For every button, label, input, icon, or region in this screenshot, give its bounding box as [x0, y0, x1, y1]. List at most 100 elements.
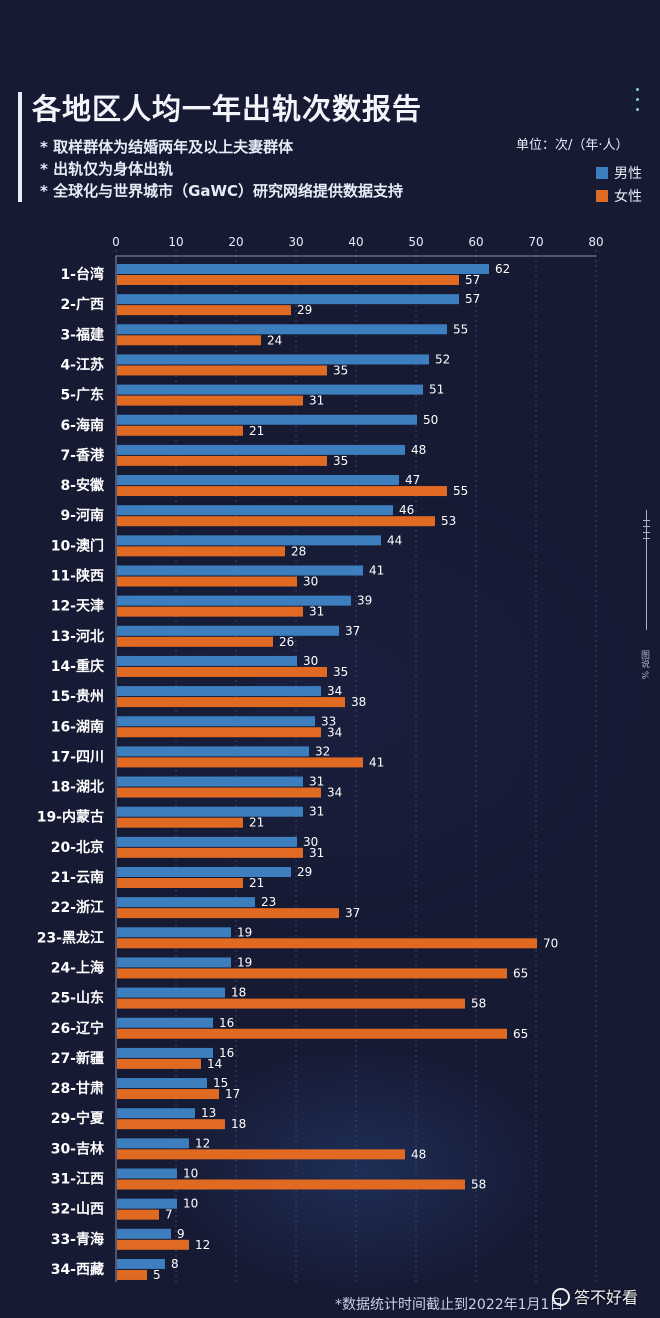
bar-male — [117, 1078, 207, 1089]
bar-female — [117, 1239, 189, 1250]
value-label-female: 65 — [513, 966, 528, 980]
bar-female — [117, 878, 243, 888]
category-label: 32-山西 — [51, 1202, 104, 1218]
bar-female — [117, 275, 459, 285]
bar-male — [117, 957, 231, 968]
category-label: 13-河北 — [51, 628, 104, 645]
category-label: 8-安徽 — [60, 477, 105, 494]
bar-male — [117, 806, 303, 817]
bar-male — [117, 1198, 177, 1209]
bar-male — [117, 354, 429, 365]
x-tick-label: 0 — [112, 235, 120, 249]
value-label-male: 41 — [369, 564, 384, 578]
value-label-male: 47 — [405, 473, 420, 487]
category-label: 24-上海 — [51, 959, 104, 976]
bar-female — [117, 1209, 159, 1220]
category-label: 11-陕西 — [51, 568, 104, 585]
bar-female — [117, 576, 297, 587]
category-label: 3-福建 — [60, 326, 104, 343]
category-label: 14-重庆 — [51, 658, 104, 675]
category-label: 20-北京 — [51, 839, 104, 856]
bar-male — [117, 867, 291, 877]
category-label: 15-贵州 — [51, 688, 104, 705]
value-label-male: 19 — [237, 925, 252, 939]
value-label-female: 17 — [225, 1087, 240, 1101]
x-tick-label: 80 — [588, 235, 603, 249]
bar-male — [117, 686, 321, 697]
bar-female — [117, 1179, 465, 1190]
bar-male — [117, 1168, 177, 1179]
bar-male — [117, 414, 417, 425]
value-label-male: 13 — [201, 1106, 216, 1120]
bar-male — [117, 535, 381, 546]
bar-female — [117, 1269, 147, 1280]
bar-female — [117, 757, 363, 768]
category-label: 17-四川 — [51, 749, 104, 765]
value-label-female: 41 — [369, 755, 384, 769]
bar-male — [117, 1258, 165, 1269]
category-label: 4-江苏 — [60, 356, 104, 373]
value-label-male: 18 — [231, 986, 246, 1000]
value-label-female: 35 — [333, 363, 348, 377]
value-label-male: 39 — [357, 594, 372, 608]
category-label: 6-海南 — [60, 417, 104, 434]
bar-male — [117, 595, 351, 606]
bar-male — [117, 475, 399, 486]
value-label-female: 5 — [153, 1268, 161, 1282]
bar-female — [117, 1058, 201, 1069]
bar-male — [117, 324, 447, 335]
value-label-male: 33 — [321, 714, 336, 728]
value-label-female: 18 — [231, 1117, 246, 1131]
bar-male — [117, 1108, 195, 1119]
value-label-female: 58 — [471, 1178, 486, 1192]
value-label-female: 12 — [195, 1238, 210, 1252]
value-label-male: 8 — [171, 1257, 179, 1271]
bar-male — [117, 776, 303, 787]
bar-female — [117, 727, 321, 738]
bar-female — [117, 335, 261, 346]
value-label-male: 30 — [303, 654, 318, 668]
value-label-male: 10 — [183, 1167, 198, 1181]
category-label: 5-广东 — [60, 387, 104, 404]
value-label-female: 37 — [345, 906, 360, 920]
value-label-female: 38 — [351, 695, 366, 709]
bar-female — [117, 516, 435, 527]
unit-label: 单位：次/（年·人） — [516, 138, 629, 153]
watermark-text: 答不好看 — [574, 1288, 639, 1307]
legend-female: 女性 — [596, 186, 642, 206]
category-label: 9-河南 — [60, 507, 104, 524]
bar-female — [117, 455, 327, 466]
category-label: 18-湖北 — [51, 780, 104, 796]
value-label-female: 14 — [207, 1057, 222, 1071]
value-label-male: 52 — [435, 352, 450, 366]
bar-female — [117, 847, 303, 858]
category-label: 26-辽宁 — [51, 1020, 104, 1037]
value-label-female: 24 — [267, 333, 282, 347]
side-decoration: 图说 % — [639, 510, 652, 720]
bar-female — [117, 1119, 225, 1130]
category-label: 10-澳门 — [51, 537, 104, 554]
value-label-male: 16 — [219, 1016, 234, 1030]
legend-male: 男性 — [596, 163, 642, 183]
bar-male — [117, 625, 339, 636]
bar-female — [117, 787, 321, 798]
value-label-male: 9 — [177, 1227, 185, 1241]
value-label-male: 46 — [399, 503, 414, 517]
bar-female — [117, 938, 537, 949]
value-label-male: 29 — [297, 865, 312, 879]
value-label-female: 28 — [291, 544, 306, 558]
x-tick-label: 30 — [288, 235, 303, 249]
decorative-dots — [636, 88, 639, 118]
value-label-male: 12 — [195, 1136, 210, 1150]
bar-female — [117, 305, 291, 316]
value-label-female: 70 — [543, 936, 558, 950]
value-label-female: 31 — [309, 394, 324, 408]
category-label: 31-江西 — [51, 1171, 104, 1188]
bar-male — [117, 384, 423, 395]
value-label-male: 37 — [345, 624, 360, 638]
category-label: 1-台湾 — [60, 266, 104, 283]
bar-female — [117, 968, 507, 979]
category-label: 22-浙江 — [51, 899, 104, 916]
value-label-male: 44 — [387, 533, 402, 547]
